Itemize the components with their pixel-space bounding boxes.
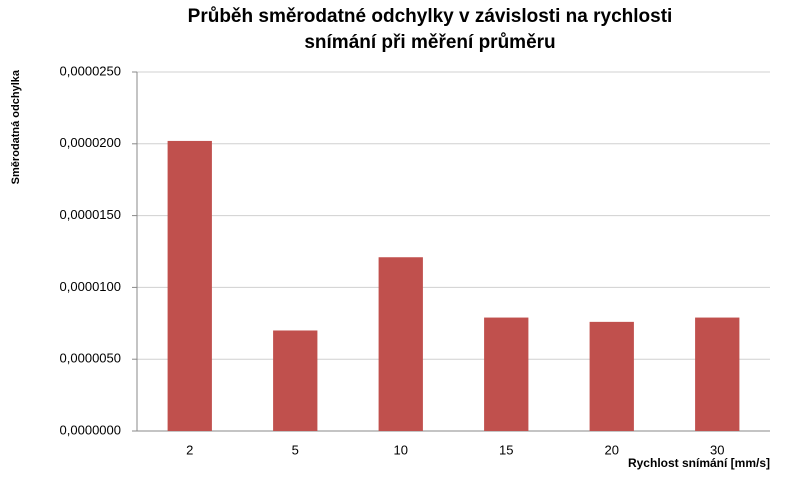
x-axis-label: Rychlost snímání [mm/s]	[628, 456, 770, 470]
y-tick-label: 0,0000100	[60, 279, 121, 294]
y-axis-label: Směrodatná odchylka	[10, 69, 22, 184]
bar	[167, 140, 212, 432]
y-tick-label: 0,0000050	[60, 351, 121, 366]
y-tick-label: 0,0000250	[60, 63, 121, 78]
x-tick-label: 10	[394, 442, 408, 457]
x-tick-label: 30	[710, 442, 724, 457]
y-tick-label: 0,0000200	[60, 135, 121, 150]
chart-title: snímání při měření průměru	[304, 32, 555, 53]
bar	[273, 330, 318, 431]
y-tick-label: 0,0000150	[60, 207, 121, 222]
x-tick-label: 15	[499, 442, 513, 457]
chart-title: Průběh směrodatné odchylky v závislosti …	[188, 6, 673, 27]
x-tick-label: 2	[186, 442, 193, 457]
bar	[484, 317, 529, 431]
x-tick-label: 5	[292, 442, 299, 457]
bar	[378, 257, 423, 431]
y-tick-label: 0,0000000	[60, 422, 121, 437]
bar	[589, 321, 634, 431]
x-tick-label: 20	[605, 442, 619, 457]
bar	[695, 317, 740, 431]
